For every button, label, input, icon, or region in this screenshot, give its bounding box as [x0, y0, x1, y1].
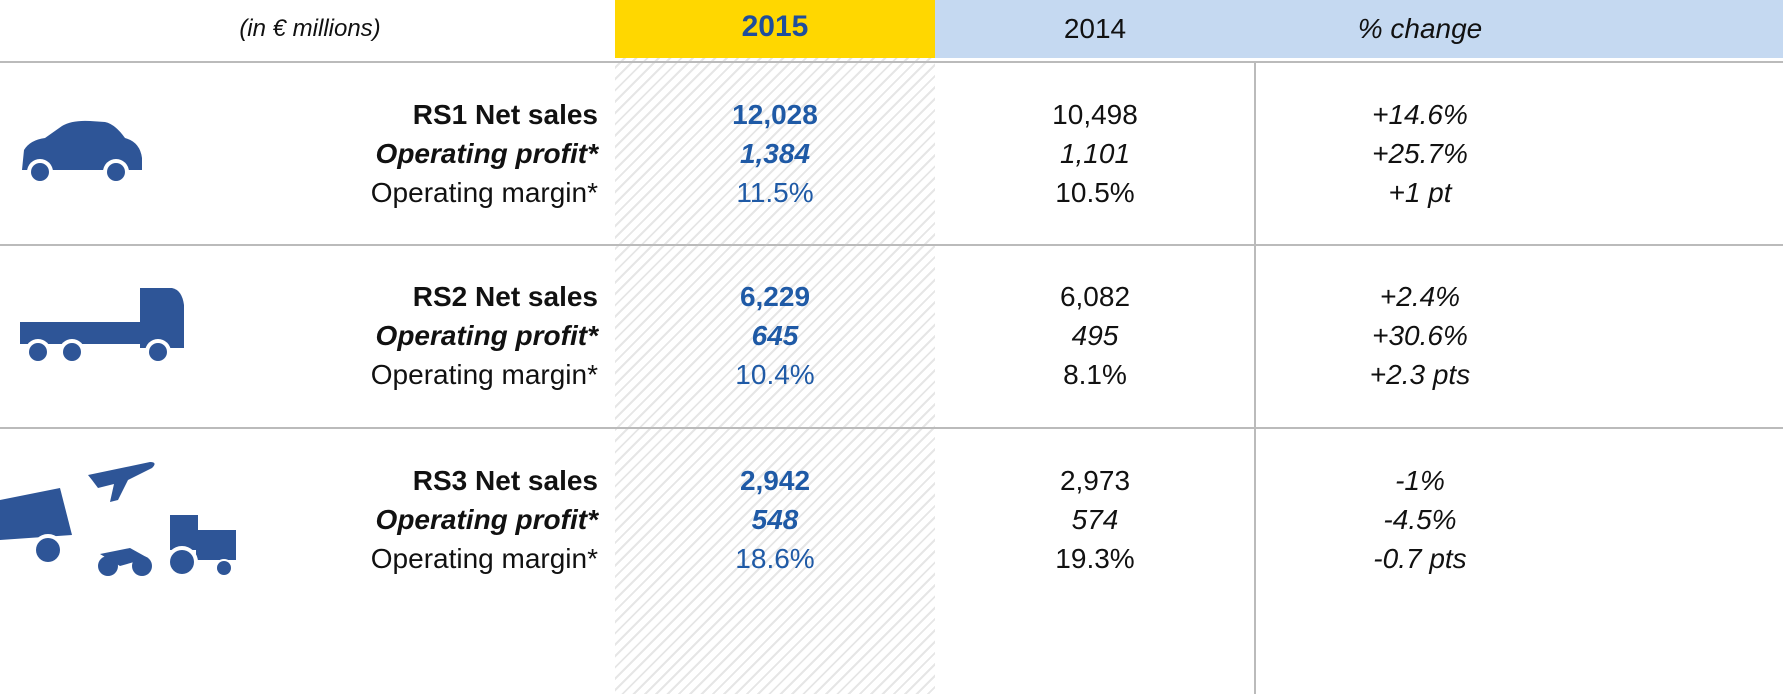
cell-value: 6,229	[739, 281, 811, 312]
vehicles-icon	[0, 462, 236, 578]
cell-value: +30.6%	[1372, 320, 1468, 351]
cell-value: +14.6%	[1372, 99, 1468, 130]
column-rule	[1254, 62, 1256, 694]
row-label: Operating profit*	[375, 320, 598, 351]
rule	[0, 244, 1783, 246]
row-label: Operating margin*	[370, 177, 598, 208]
cell-value: 10.5%	[1055, 177, 1135, 208]
cell-value: 548	[751, 504, 799, 535]
truck-icon	[20, 288, 184, 365]
row-label: RS1 Net sales	[412, 99, 598, 130]
cell-value: +2.4%	[1379, 281, 1461, 312]
cell-value: 11.5%	[736, 177, 814, 208]
row-label: Operating profit*	[375, 138, 598, 169]
row-label: Operating margin*	[370, 543, 598, 574]
column-header: 2014	[1063, 13, 1127, 44]
car-icon	[22, 120, 142, 185]
header-2015	[615, 0, 935, 58]
cell-value: +2.3 pts	[1369, 359, 1471, 390]
cell-value: +1 pt	[1388, 177, 1452, 208]
cell-value: 10,498	[1052, 99, 1138, 130]
cell-value: 645	[751, 320, 799, 351]
cell-value: 2,973	[1059, 465, 1131, 496]
cell-value: 18.6%	[735, 543, 815, 574]
column-header: 2015	[741, 10, 809, 43]
row-label: RS2 Net sales	[412, 281, 598, 312]
cell-value: 6,082	[1059, 281, 1131, 312]
cell-value: 10.4%	[735, 359, 815, 390]
cell-value: 19.3%	[1055, 543, 1135, 574]
row-label: Operating margin*	[370, 359, 598, 390]
column-header: % change	[1357, 13, 1483, 44]
icons	[0, 120, 236, 578]
cell-value: +25.7%	[1372, 138, 1468, 169]
cell-value: -1%	[1395, 465, 1445, 496]
cell-value: 1,384	[739, 138, 811, 169]
cell-value: -0.7 pts	[1373, 543, 1467, 574]
unit-note: (in € millions)	[239, 15, 381, 42]
rule	[0, 427, 1783, 429]
cell-value: 2,942	[739, 465, 811, 496]
header-bg	[935, 0, 1783, 58]
cell-value: -4.5%	[1383, 504, 1457, 535]
row-label: Operating profit*	[375, 504, 598, 535]
cell-value: 574	[1071, 504, 1119, 535]
cell-value: 495	[1071, 320, 1119, 351]
cell-value: 12,028	[732, 99, 818, 130]
highlight-column	[615, 58, 935, 694]
rule	[0, 61, 1783, 63]
cell-value: 8.1%	[1063, 359, 1127, 390]
cell-value: 1,101	[1059, 138, 1131, 169]
row-label: RS3 Net sales	[412, 465, 598, 496]
